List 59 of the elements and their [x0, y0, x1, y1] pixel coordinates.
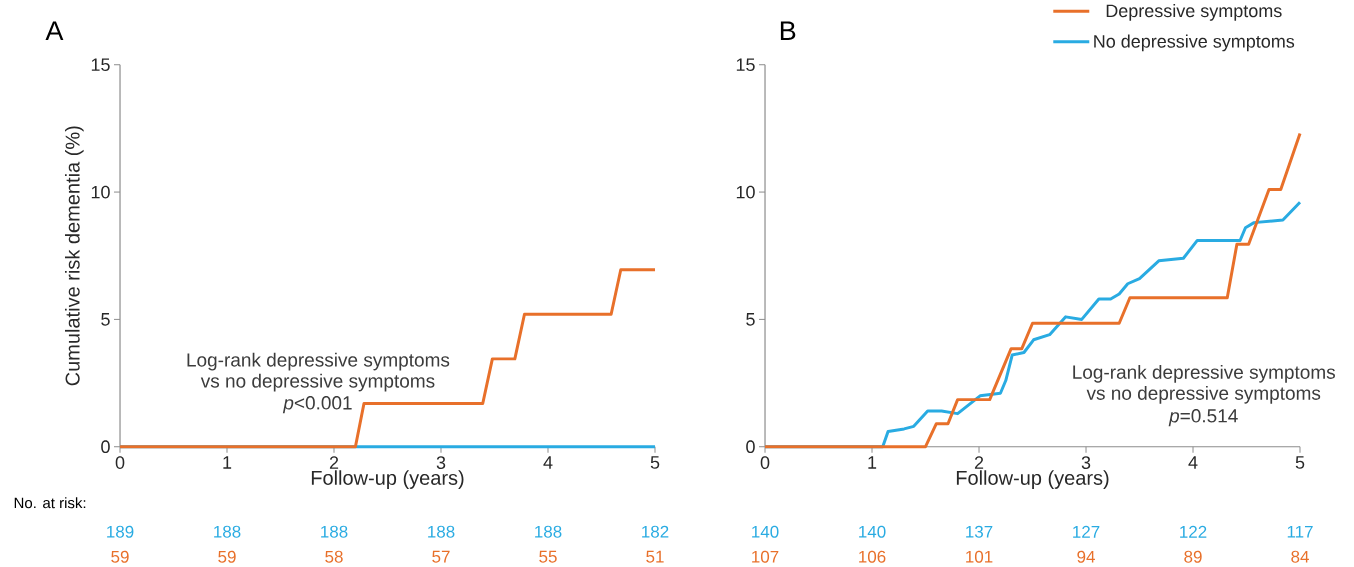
x-tick-label: 2 [974, 456, 984, 469]
annotation: vs no depressive symptoms [200, 373, 435, 392]
x-tick-label: 1 [223, 456, 232, 469]
text: 106 [859, 550, 886, 563]
text: 107 [752, 550, 779, 563]
text: 58 [325, 550, 343, 563]
text: 117 [1287, 526, 1313, 538]
chart-title: A [45, 21, 64, 41]
legend-label: Depressive symptoms [1106, 4, 1282, 21]
x-tick-label: 3 [1081, 456, 1091, 470]
text: 189 [107, 525, 134, 538]
text: 122 [1180, 525, 1207, 538]
text: 188 [321, 525, 348, 538]
x-tick-label: 4 [543, 456, 553, 469]
x-tick-label: 0 [115, 456, 125, 470]
annotation: vs no depressive symptoms [1086, 386, 1321, 404]
x-tick-label: 2 [329, 456, 339, 469]
text: 84 [1291, 550, 1309, 563]
y-tick-label: 10 [736, 185, 755, 199]
text: 59 [218, 550, 236, 563]
x-tick-label: 1 [868, 456, 877, 469]
x-tick-label: 4 [1188, 456, 1198, 469]
annotation: p=0.514 [1168, 409, 1238, 427]
y-tick-label: 10 [91, 185, 110, 199]
text: 55 [539, 550, 557, 563]
x-tick-label: 5 [1295, 456, 1305, 469]
text: 182 [642, 525, 669, 538]
text: 57 [432, 550, 450, 563]
y-tick-label: 5 [101, 313, 110, 326]
text: 140 [752, 525, 779, 538]
y-tick-label: 0 [746, 440, 755, 454]
text: 89 [1184, 550, 1202, 563]
chart-title: B [780, 21, 796, 41]
x-tick-label: 5 [650, 456, 660, 469]
annotation: Log-rank depressive symptoms [187, 352, 450, 371]
y-tick-label: 0 [101, 440, 110, 454]
x-axis-title: Follow-up (years) [956, 470, 1109, 490]
text: 188 [428, 525, 455, 538]
line-series [118, 268, 657, 449]
x-tick-label: 3 [436, 456, 446, 470]
y-tick-label: 5 [746, 313, 755, 326]
text: 137 [966, 525, 993, 538]
y-tick-label: 15 [736, 58, 755, 72]
text: 188 [535, 525, 562, 538]
annotation: p<0.001 [282, 396, 352, 414]
text: 140 [859, 525, 886, 538]
legend-label: No depressive symptoms [1094, 34, 1295, 52]
x-tick-label: 0 [760, 456, 770, 470]
text: 94 [1077, 550, 1095, 563]
text: 101 [966, 550, 993, 563]
y-axis-title: Cumulative risk dementia (%) [64, 126, 84, 386]
y-tick-label: 15 [91, 58, 110, 72]
text: 59 [111, 550, 129, 563]
text: No. at risk: [14, 497, 86, 509]
text: 188 [214, 525, 241, 538]
text: 51 [646, 550, 664, 563]
text: 127 [1073, 525, 1100, 538]
x-axis-title: Follow-up (years) [311, 470, 464, 490]
annotation: Log-rank depressive symptoms [1073, 365, 1335, 383]
